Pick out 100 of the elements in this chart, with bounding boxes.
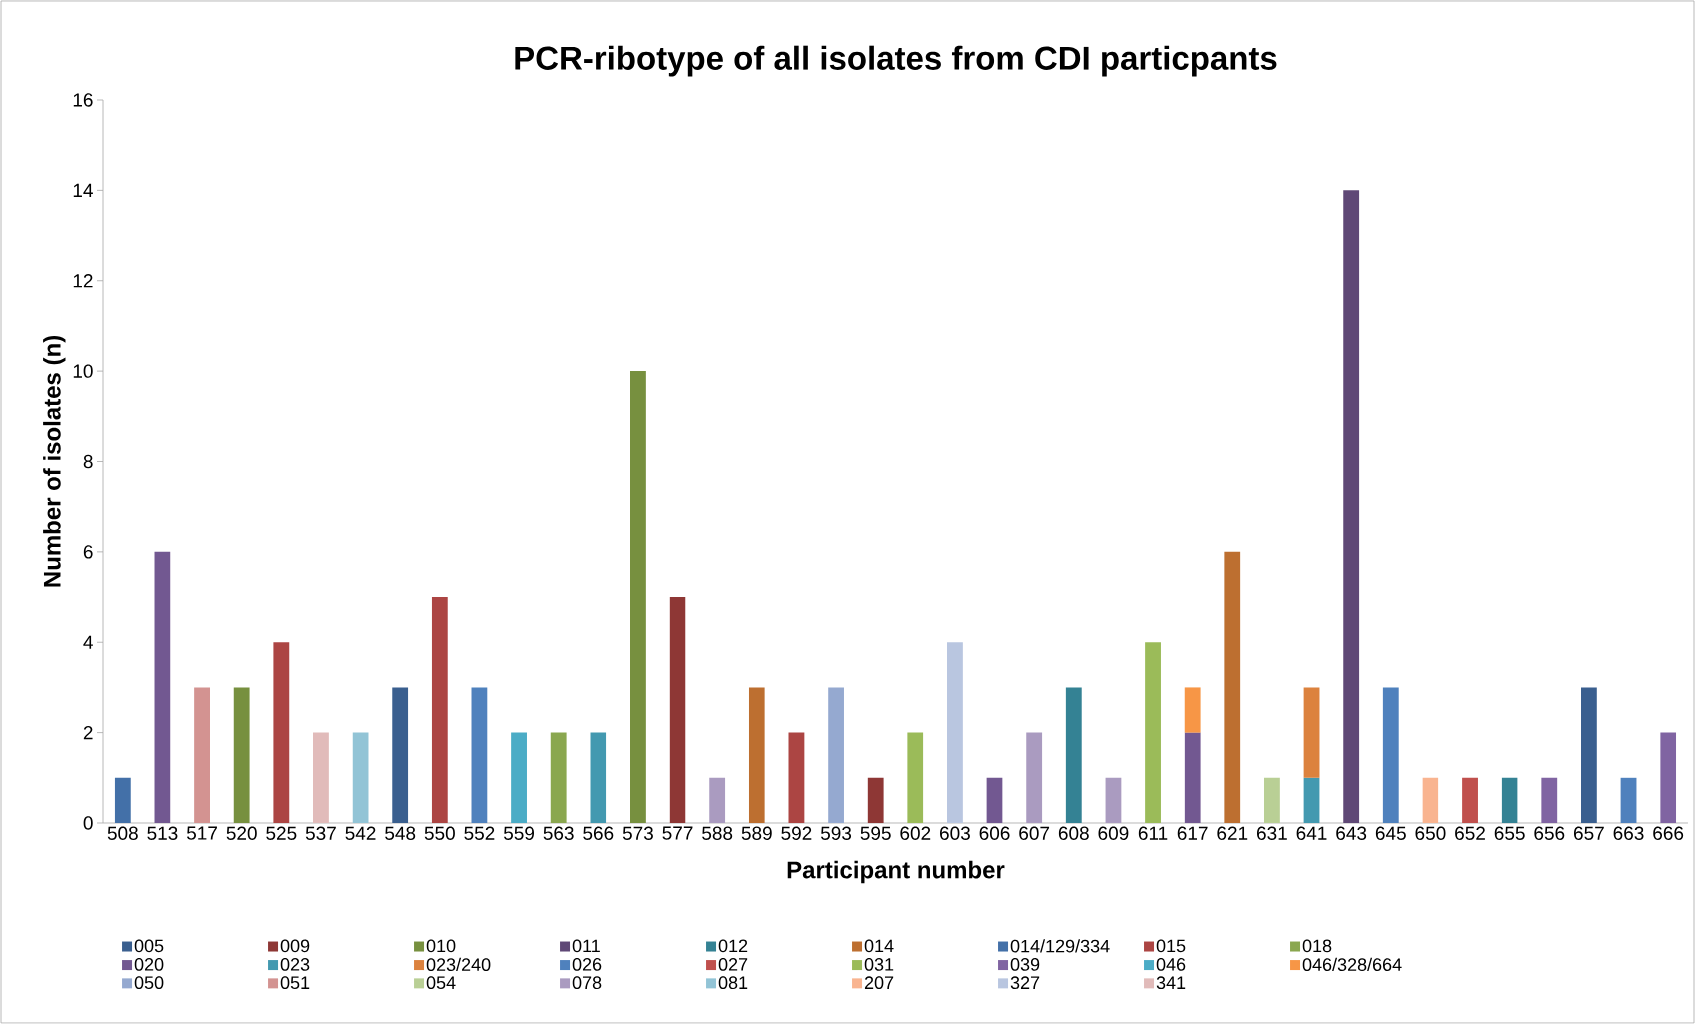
legend-label: 010 xyxy=(426,939,456,953)
x-tick-label: 508 xyxy=(107,826,138,840)
bar xyxy=(313,732,329,823)
x-tick-label: 517 xyxy=(186,826,217,840)
bar xyxy=(590,732,607,823)
bar xyxy=(669,597,686,823)
bar xyxy=(1580,687,1597,823)
legend-label: 078 xyxy=(572,976,602,990)
legend-label: 039 xyxy=(1010,958,1040,971)
bar xyxy=(1660,732,1677,823)
legend-label: 026 xyxy=(572,958,602,971)
x-tick-label: 550 xyxy=(424,826,455,840)
x-tick-label: 656 xyxy=(1534,826,1565,840)
bar xyxy=(630,371,646,823)
bar xyxy=(947,642,963,823)
x-tick-label: 663 xyxy=(1613,826,1644,840)
bar xyxy=(867,777,884,823)
legend-label: 005 xyxy=(134,939,164,953)
bar xyxy=(511,732,527,823)
x-tick-label: 602 xyxy=(900,826,931,840)
bar xyxy=(154,551,171,823)
x-tick-label: 609 xyxy=(1098,826,1129,840)
bar xyxy=(273,642,290,823)
x-tick-label: 520 xyxy=(226,826,257,840)
bar xyxy=(1343,190,1360,823)
x-tick-label: 603 xyxy=(940,826,970,840)
y-tick-label: 0 xyxy=(83,816,93,830)
x-tick-label: 645 xyxy=(1375,826,1406,840)
legend-label: 050 xyxy=(134,976,164,990)
x-tick-label: 666 xyxy=(1653,826,1684,840)
x-tick-label: 552 xyxy=(464,826,495,840)
bar xyxy=(1184,687,1201,733)
x-tick-label: 621 xyxy=(1217,826,1248,840)
legend-label: 027 xyxy=(718,958,748,971)
legend-label: 009 xyxy=(280,939,310,953)
legend-label: 020 xyxy=(134,958,164,971)
x-tick-label: 525 xyxy=(266,826,297,840)
bar xyxy=(709,777,726,823)
x-tick-label: 589 xyxy=(741,826,772,840)
x-tick-label: 650 xyxy=(1415,826,1446,840)
bar xyxy=(471,687,488,823)
bar xyxy=(392,687,409,823)
legend-label: 011 xyxy=(572,939,600,953)
bar xyxy=(1105,777,1122,823)
bar xyxy=(1065,687,1082,823)
bar xyxy=(1303,687,1320,778)
chart-title: PCR-ribotype of all isolates from CDI particpants xyxy=(515,45,1277,77)
y-tick-label: 12 xyxy=(73,274,93,288)
bar xyxy=(1382,687,1399,823)
bar xyxy=(431,597,448,823)
x-tick-label: 548 xyxy=(385,826,416,840)
legend-label: 018 xyxy=(1302,939,1332,953)
legend-label: 014 xyxy=(864,939,894,953)
x-axis-title: Participant number xyxy=(787,860,1005,884)
legend-label: 023 xyxy=(280,958,310,971)
y-tick-label: 6 xyxy=(83,545,93,559)
x-tick-label: 537 xyxy=(305,826,336,840)
bar xyxy=(1303,777,1320,823)
legend-label: 051 xyxy=(280,976,310,990)
x-tick-label: 593 xyxy=(820,826,852,840)
legend-label: 341 xyxy=(1156,976,1186,990)
x-tick-label: 588 xyxy=(702,826,733,840)
bar xyxy=(1462,777,1478,823)
bar xyxy=(1224,551,1241,823)
bar xyxy=(1501,777,1518,823)
bar xyxy=(828,687,844,823)
x-tick-label: 592 xyxy=(781,826,812,840)
legend-label: 031 xyxy=(864,958,894,971)
legend-label: 015 xyxy=(1156,939,1186,953)
x-tick-label: 573 xyxy=(622,826,653,840)
y-axis-title: Number of isolates (n) xyxy=(43,336,66,587)
bar xyxy=(986,777,1003,823)
legend-label: 046 xyxy=(1156,958,1186,971)
x-tick-label: 617 xyxy=(1177,826,1208,840)
y-tick-label: 14 xyxy=(73,183,93,197)
x-tick-label: 513 xyxy=(147,826,178,840)
x-tick-label: 566 xyxy=(583,826,614,840)
x-tick-label: 563 xyxy=(543,826,574,840)
bar xyxy=(907,732,924,823)
bar xyxy=(1026,732,1043,823)
legend-label: 046/328/664 xyxy=(1302,957,1402,972)
bar xyxy=(1184,732,1201,823)
bar xyxy=(114,777,131,823)
x-tick-label: 643 xyxy=(1336,826,1367,840)
bar xyxy=(1422,777,1439,823)
x-tick-label: 542 xyxy=(345,826,376,840)
x-tick-label: 641 xyxy=(1296,826,1327,840)
x-tick-label: 595 xyxy=(860,826,891,840)
bar xyxy=(194,687,210,823)
y-tick-label: 4 xyxy=(83,635,93,649)
y-tick-label: 16 xyxy=(73,93,93,107)
bar xyxy=(1145,642,1161,823)
x-tick-label: 652 xyxy=(1455,826,1485,840)
x-tick-label: 559 xyxy=(503,826,534,840)
legend-label: 207 xyxy=(864,976,894,990)
legend-label: 012 xyxy=(718,939,748,953)
y-tick-label: 8 xyxy=(83,454,93,469)
bar xyxy=(550,732,567,823)
legend-label: 081 xyxy=(718,976,748,990)
bar xyxy=(1620,777,1637,823)
